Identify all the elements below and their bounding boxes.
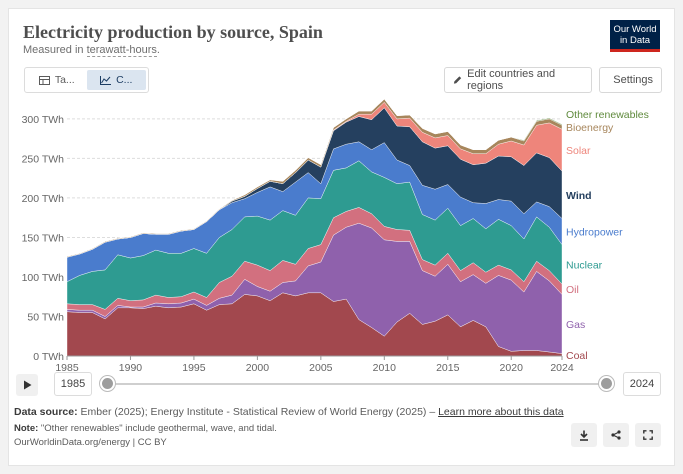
- x-tick-label: 2010: [373, 362, 397, 374]
- y-tick-label: 50 TWh: [27, 311, 64, 323]
- share-button[interactable]: [603, 423, 629, 447]
- legend-bioenergy[interactable]: Bioenergy: [566, 122, 614, 134]
- timeline-track[interactable]: [100, 383, 599, 385]
- source-text: Ember (2025); Energy Institute - Statist…: [80, 406, 439, 418]
- legend-solar[interactable]: Solar: [566, 145, 591, 157]
- x-tick-label: 2000: [246, 362, 270, 374]
- edit-countries-button[interactable]: Edit countries and regions: [444, 67, 592, 93]
- play-button[interactable]: [16, 374, 38, 396]
- legend-oil[interactable]: Oil: [566, 284, 579, 296]
- page-title: Electricity production by source, Spain: [23, 22, 323, 42]
- play-icon: [23, 380, 31, 390]
- y-tick-label: 100 TWh: [22, 272, 65, 284]
- share-icon: [611, 430, 621, 440]
- subtitle-prefix: Measured in: [23, 44, 87, 56]
- credit-line[interactable]: OurWorldinData.org/energy | CC BY: [14, 437, 167, 448]
- view-tabs: Ta... C...: [24, 67, 149, 93]
- legend-hydropower[interactable]: Hydropower: [566, 227, 623, 239]
- y-tick-label: 250 TWh: [22, 153, 65, 165]
- end-year-box[interactable]: 2024: [623, 372, 661, 396]
- y-tick-label: 150 TWh: [22, 232, 65, 244]
- area-other-renewables[interactable]: [66, 98, 563, 257]
- y-tick-label: 0 TWh: [33, 351, 64, 363]
- note-text: "Other renewables" include geothermal, w…: [40, 423, 277, 434]
- edit-countries-label: Edit countries and regions: [467, 68, 556, 92]
- legend-wind[interactable]: Wind: [566, 190, 592, 202]
- y-tick-label: 200 TWh: [22, 193, 65, 205]
- tab-chart-label: C...: [116, 74, 133, 86]
- settings-button[interactable]: Settings: [599, 67, 662, 93]
- y-tick-label: 300 TWh: [22, 114, 65, 126]
- chart-subtitle: Measured in terawatt-hours.: [23, 44, 160, 57]
- timeline-end-handle[interactable]: [599, 376, 614, 391]
- logo-line-1: Our World: [613, 24, 657, 35]
- timeline-start-handle[interactable]: [100, 376, 115, 391]
- x-tick-label: 1995: [182, 362, 206, 374]
- legend-gas[interactable]: Gas: [566, 319, 585, 331]
- pencil-icon: [453, 76, 462, 84]
- fullscreen-icon: [643, 430, 653, 440]
- download-icon: [580, 430, 588, 441]
- legend-coal[interactable]: Coal: [566, 350, 588, 362]
- note-label: Note:: [14, 423, 39, 434]
- download-button[interactable]: [571, 423, 597, 447]
- x-tick-label: 2024: [550, 362, 574, 374]
- learn-more-link[interactable]: Learn more about this data: [438, 406, 564, 418]
- unit-link[interactable]: terawatt-hours: [86, 44, 157, 57]
- fullscreen-button[interactable]: [635, 423, 661, 447]
- x-tick-label: 1990: [119, 362, 143, 374]
- owid-logo[interactable]: Our World in Data: [610, 20, 660, 52]
- source-line: Data source: Ember (2025); Energy Instit…: [14, 406, 564, 418]
- tab-chart[interactable]: C...: [86, 70, 146, 90]
- x-tick-label: 2015: [436, 362, 460, 374]
- x-tick-label: 2005: [309, 362, 333, 374]
- start-year-box[interactable]: 1985: [54, 372, 92, 396]
- source-label: Data source:: [14, 406, 78, 418]
- legend-nuclear[interactable]: Nuclear: [566, 259, 603, 271]
- tab-table-label: Ta...: [54, 74, 75, 86]
- logo-line-2: in Data: [619, 35, 651, 46]
- chart-icon: [100, 75, 112, 85]
- legend-other-renewables[interactable]: Other renewables: [566, 109, 649, 121]
- tab-table[interactable]: Ta...: [27, 70, 87, 90]
- table-icon: [38, 75, 50, 85]
- note-line: Note: "Other renewables" include geother…: [14, 423, 277, 434]
- subtitle-suffix: .: [156, 44, 160, 56]
- x-tick-label: 1985: [55, 362, 79, 374]
- settings-label: Settings: [613, 74, 653, 86]
- x-tick-label: 2020: [500, 362, 524, 374]
